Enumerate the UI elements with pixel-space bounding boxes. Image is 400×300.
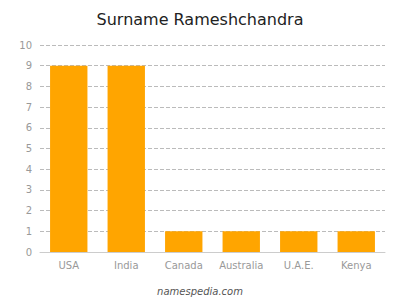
svg-text:Australia: Australia bbox=[219, 260, 263, 271]
svg-text:5: 5 bbox=[26, 143, 32, 154]
svg-text:0: 0 bbox=[26, 247, 32, 258]
svg-text:USA: USA bbox=[58, 260, 79, 271]
svg-text:Surname Rameshchandra: Surname Rameshchandra bbox=[97, 10, 304, 29]
svg-text:U.A.E.: U.A.E. bbox=[284, 260, 314, 271]
svg-text:Canada: Canada bbox=[165, 260, 203, 271]
svg-text:10: 10 bbox=[19, 40, 32, 51]
svg-text:3: 3 bbox=[26, 184, 32, 195]
svg-text:2: 2 bbox=[26, 205, 32, 216]
svg-text:9: 9 bbox=[26, 60, 32, 71]
svg-text:namespedia.com: namespedia.com bbox=[157, 286, 243, 297]
svg-text:6: 6 bbox=[26, 122, 32, 133]
svg-text:8: 8 bbox=[26, 81, 32, 92]
svg-text:4: 4 bbox=[26, 164, 32, 175]
svg-text:Kenya: Kenya bbox=[341, 260, 372, 271]
svg-text:7: 7 bbox=[26, 102, 32, 113]
svg-text:India: India bbox=[114, 260, 139, 271]
svg-text:1: 1 bbox=[26, 226, 32, 237]
